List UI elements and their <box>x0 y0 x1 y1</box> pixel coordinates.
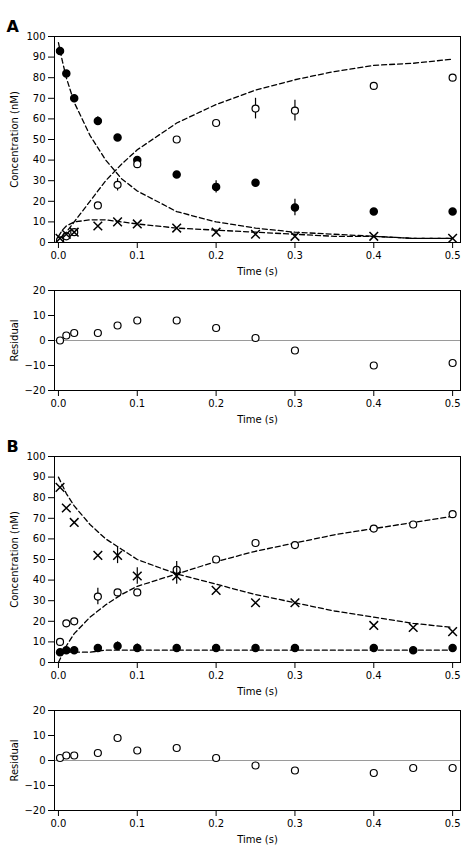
svg-text:40: 40 <box>33 154 46 165</box>
svg-text:Residual: Residual <box>9 319 20 361</box>
svg-text:0.1: 0.1 <box>129 250 145 261</box>
svg-text:0.5: 0.5 <box>445 818 461 829</box>
svg-text:80: 80 <box>33 72 46 83</box>
svg-text:Residual: Residual <box>9 739 20 781</box>
svg-text:70: 70 <box>33 93 46 104</box>
svg-text:0: 0 <box>39 755 45 766</box>
svg-text:0.1: 0.1 <box>129 670 145 681</box>
svg-text:−10: −10 <box>24 360 45 371</box>
svg-text:30: 30 <box>33 595 46 606</box>
svg-text:Time (s): Time (s) <box>236 266 278 277</box>
svg-text:0.4: 0.4 <box>366 818 382 829</box>
svg-text:60: 60 <box>33 533 46 544</box>
svg-text:80: 80 <box>33 492 46 503</box>
svg-text:0.4: 0.4 <box>366 250 382 261</box>
svg-text:0: 0 <box>39 657 45 668</box>
svg-text:0.5: 0.5 <box>445 250 461 261</box>
svg-text:Concentration (nM): Concentration (nM) <box>9 91 20 188</box>
svg-text:0.5: 0.5 <box>445 398 461 409</box>
svg-text:20: 20 <box>33 705 46 716</box>
svg-text:30: 30 <box>33 175 46 186</box>
svg-text:A: A <box>7 17 20 36</box>
svg-text:Time (s): Time (s) <box>236 414 278 425</box>
svg-text:10: 10 <box>33 216 46 227</box>
svg-text:100: 100 <box>26 451 45 462</box>
svg-text:0.0: 0.0 <box>50 670 66 681</box>
svg-text:10: 10 <box>33 636 46 647</box>
svg-text:0.3: 0.3 <box>287 250 303 261</box>
svg-text:Time (s): Time (s) <box>236 834 278 845</box>
svg-text:0.1: 0.1 <box>129 398 145 409</box>
svg-text:Concentration (nM): Concentration (nM) <box>9 511 20 608</box>
svg-text:0.0: 0.0 <box>50 398 66 409</box>
svg-text:100: 100 <box>26 31 45 42</box>
svg-text:90: 90 <box>33 471 46 482</box>
svg-text:0.3: 0.3 <box>287 398 303 409</box>
svg-text:70: 70 <box>33 513 46 524</box>
svg-text:−20: −20 <box>24 385 45 396</box>
svg-text:10: 10 <box>33 730 46 741</box>
svg-text:−10: −10 <box>24 780 45 791</box>
svg-text:50: 50 <box>33 134 46 145</box>
svg-text:50: 50 <box>33 554 46 565</box>
svg-text:90: 90 <box>33 51 46 62</box>
svg-text:0: 0 <box>39 335 45 346</box>
svg-text:0.2: 0.2 <box>208 250 224 261</box>
svg-text:0.4: 0.4 <box>366 670 382 681</box>
svg-text:B: B <box>7 437 19 456</box>
svg-text:20: 20 <box>33 196 46 207</box>
svg-text:0.4: 0.4 <box>366 398 382 409</box>
svg-text:0.0: 0.0 <box>50 818 66 829</box>
svg-text:0.3: 0.3 <box>287 818 303 829</box>
svg-text:10: 10 <box>33 310 46 321</box>
svg-text:0: 0 <box>39 237 45 248</box>
svg-text:0.3: 0.3 <box>287 670 303 681</box>
svg-text:60: 60 <box>33 113 46 124</box>
svg-text:−20: −20 <box>24 805 45 816</box>
svg-text:0.2: 0.2 <box>208 398 224 409</box>
svg-text:0.2: 0.2 <box>208 818 224 829</box>
svg-text:20: 20 <box>33 285 46 296</box>
svg-text:40: 40 <box>33 574 46 585</box>
svg-text:20: 20 <box>33 616 46 627</box>
svg-text:0.1: 0.1 <box>129 818 145 829</box>
svg-text:Time (s): Time (s) <box>236 686 278 697</box>
svg-text:0.0: 0.0 <box>50 250 66 261</box>
svg-text:0.5: 0.5 <box>445 670 461 681</box>
svg-text:0.2: 0.2 <box>208 670 224 681</box>
